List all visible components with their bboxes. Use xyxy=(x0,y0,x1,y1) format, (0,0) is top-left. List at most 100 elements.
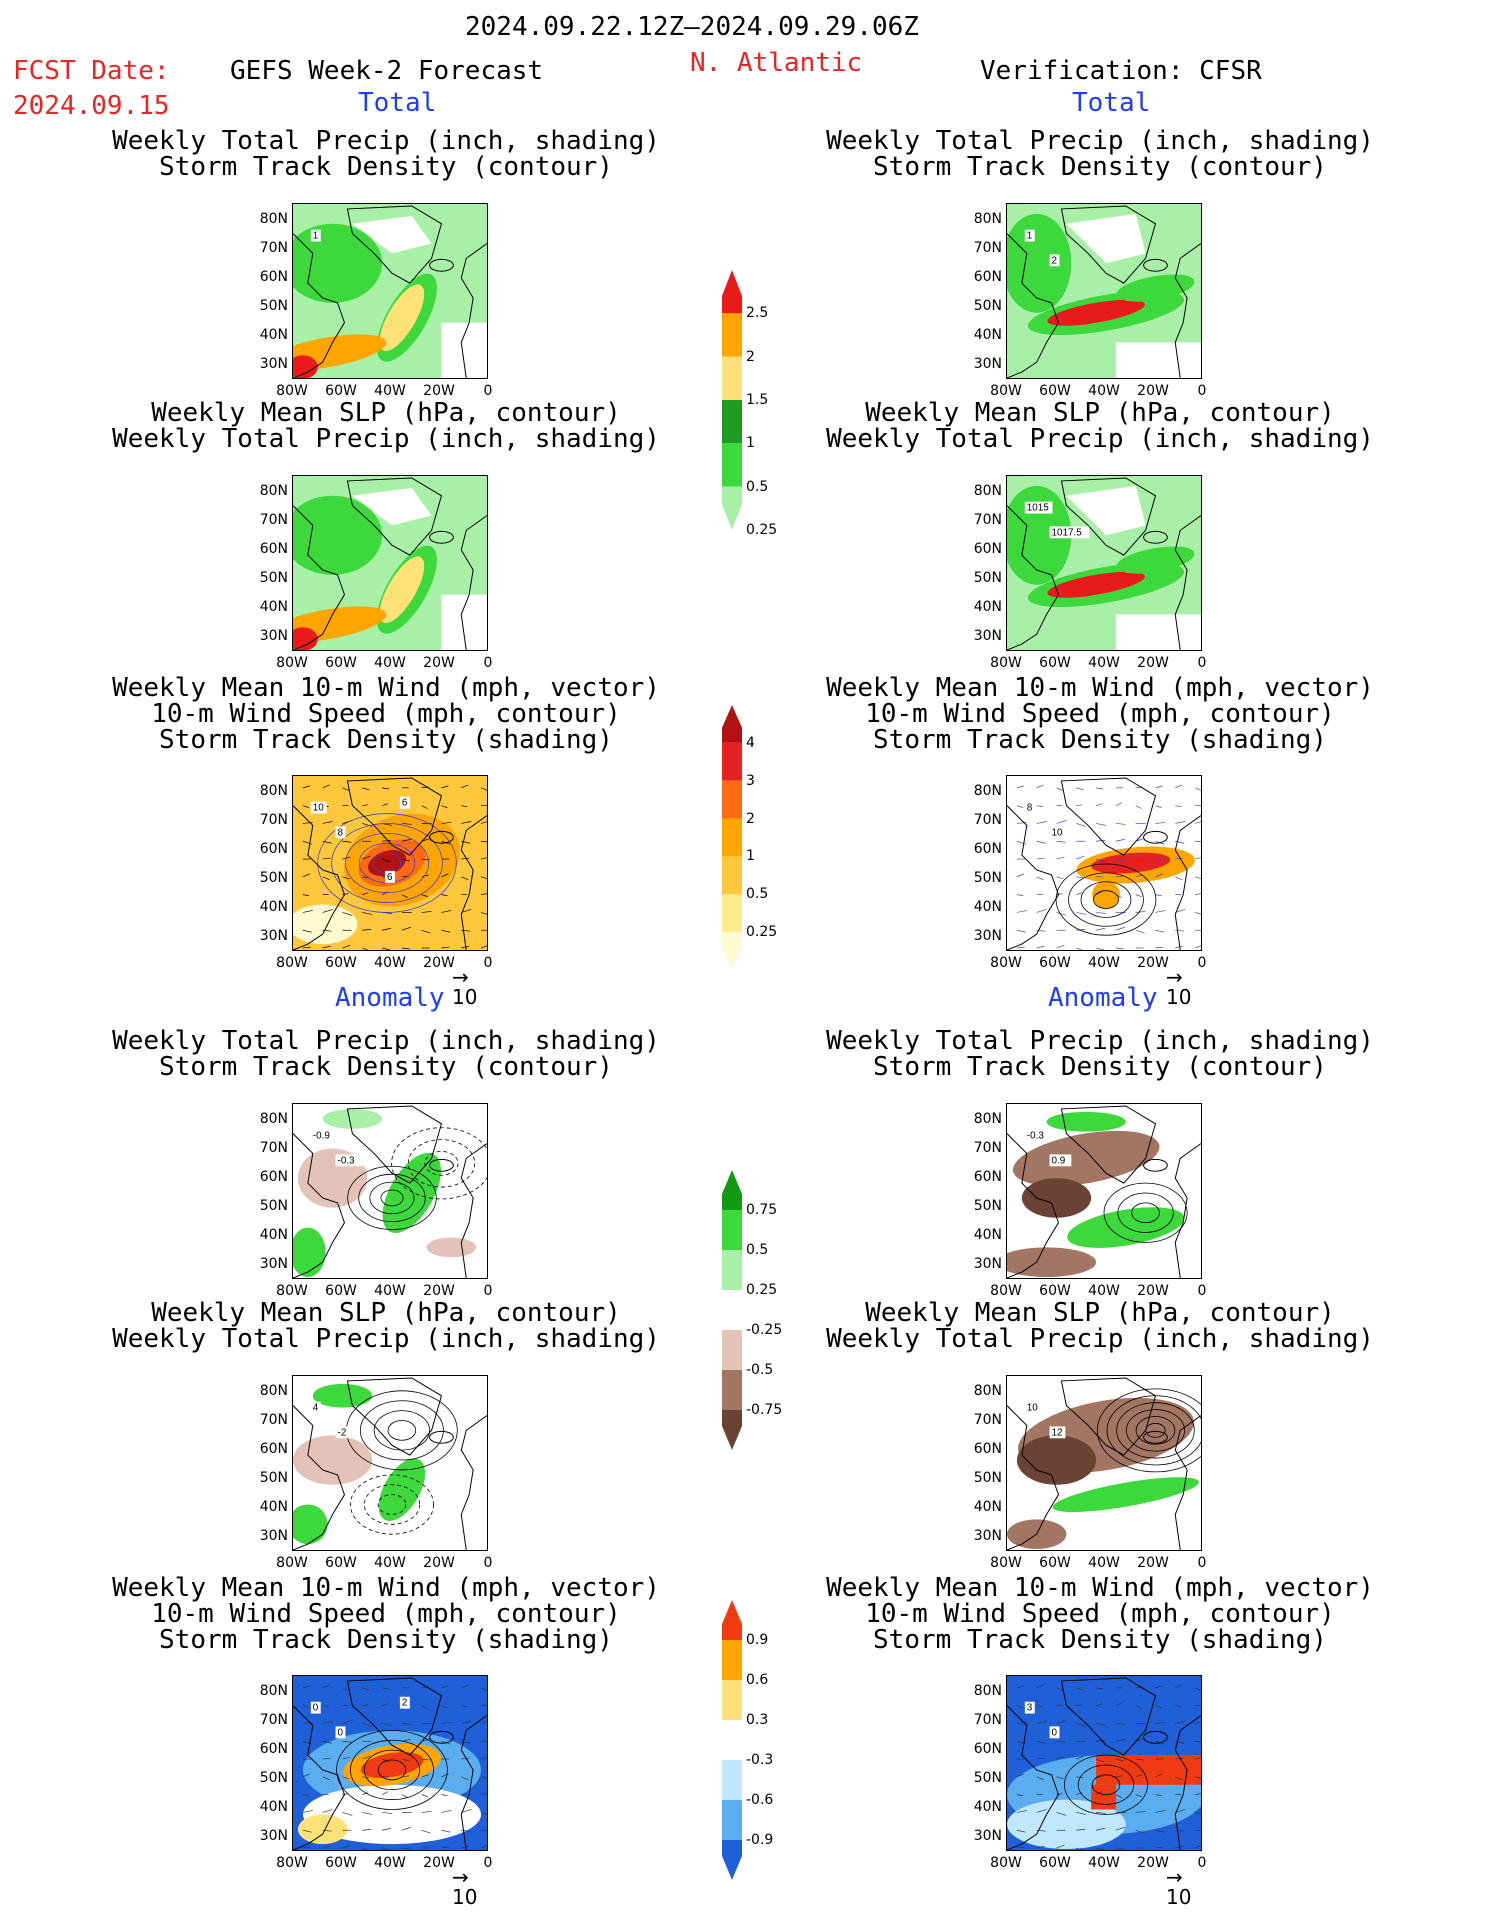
lon-tick-label: 40W xyxy=(374,1283,406,1299)
section-total-left: Total xyxy=(358,88,437,118)
lon-tick-label: 0 xyxy=(1197,383,1207,399)
colorbar-segment xyxy=(722,313,742,357)
iceland-outline xyxy=(429,830,454,844)
lat-tick-label: 50N xyxy=(973,570,1002,586)
wind-vector xyxy=(1096,1812,1107,1814)
lat-tick-label: 40N xyxy=(973,599,1002,615)
wind-vector xyxy=(461,821,472,824)
wind-vector xyxy=(302,1829,312,1833)
wind-vector xyxy=(362,1687,370,1691)
panel-title: 10-m Wind Speed (mph, contour) xyxy=(865,1599,1335,1629)
wind-vector xyxy=(302,1685,310,1689)
vector-ref-label: 10 xyxy=(452,1885,478,1909)
wind-vector xyxy=(1096,823,1107,826)
contour-label-box xyxy=(310,1401,321,1414)
wind-vector xyxy=(302,929,312,933)
panel-title: Storm Track Density (shading) xyxy=(873,1625,1327,1655)
lat-tick-label: 60N xyxy=(973,841,1002,857)
wind-vector xyxy=(401,1758,410,1762)
wind-vector xyxy=(1056,840,1066,843)
wind-vector xyxy=(362,823,373,827)
lon-tick-label: 0 xyxy=(483,655,493,671)
lat-tick-label: 60N xyxy=(259,1741,288,1757)
colorbar-label: 0.5 xyxy=(746,1242,769,1258)
wind-vector xyxy=(480,876,487,879)
lat-tick-label: 50N xyxy=(259,870,288,886)
colorbar-label: 4 xyxy=(746,734,755,751)
wind-vector xyxy=(1095,803,1103,806)
wind-vector xyxy=(1056,787,1064,792)
north-america-coast xyxy=(1007,1705,1060,1850)
wind-vector xyxy=(1036,840,1046,844)
wind-vector xyxy=(1036,1776,1044,1781)
wind-vector xyxy=(1036,945,1045,949)
wind-vector xyxy=(421,1829,431,1834)
wind-vector xyxy=(1036,876,1044,881)
wind-vector xyxy=(381,803,389,806)
wind-vector xyxy=(461,1845,470,1849)
precip-area xyxy=(1116,274,1195,302)
wind-vector xyxy=(1175,805,1182,807)
wind-vector xyxy=(480,1757,487,1760)
fcst-date-value: 2024.09.15 xyxy=(13,91,170,121)
wind-vector xyxy=(1155,822,1166,824)
contour-label: 10 xyxy=(1052,827,1063,838)
track-anom-contour xyxy=(424,1151,459,1176)
wind-vector xyxy=(1095,1703,1103,1706)
wind-vector xyxy=(421,911,432,913)
lat-tick-label: 30N xyxy=(259,928,288,944)
iceland-outline xyxy=(429,1430,454,1444)
contour-label-box xyxy=(1049,254,1060,267)
wind-vector xyxy=(322,1757,331,1760)
wind-vector xyxy=(1175,1757,1184,1760)
wind-vector xyxy=(322,1776,330,1781)
panel-title: Weekly Mean SLP (hPa, contour) xyxy=(151,1298,621,1328)
wind-vector xyxy=(1076,804,1083,807)
wind-vector xyxy=(1135,874,1143,878)
wind-vector xyxy=(461,1776,469,1781)
lat-tick-label: 70N xyxy=(973,1712,1002,1728)
track-anom-contour xyxy=(369,1181,415,1215)
wind-vector xyxy=(1135,1705,1142,1709)
wind-vector xyxy=(1016,805,1023,808)
track-area xyxy=(1091,852,1171,874)
wind-vector xyxy=(342,944,351,949)
lon-tick-label: 0 xyxy=(1197,1855,1207,1871)
iceland-outline xyxy=(1143,530,1168,544)
lon-tick-label: 40W xyxy=(1088,655,1120,671)
wind-vector xyxy=(1194,1687,1201,1691)
map-canvas: 4 -2 xyxy=(293,1376,487,1550)
precip-area xyxy=(293,495,383,575)
lat-tick-label: 80N xyxy=(973,211,1002,227)
lon-tick-label: 80W xyxy=(990,1855,1022,1871)
colorbar-precip_total xyxy=(722,270,742,530)
wind-vector xyxy=(1056,1776,1064,1780)
contour-label-box xyxy=(1024,1129,1053,1142)
wind-vector xyxy=(480,912,487,915)
wind-vector xyxy=(382,787,390,790)
wind-vector xyxy=(1096,927,1106,931)
contour-label: 2 xyxy=(402,1698,408,1709)
lat-tick-label: 70N xyxy=(259,1712,288,1728)
wind-anom-contour xyxy=(363,1749,421,1791)
panel-title: Weekly Total Precip (inch, shading) xyxy=(112,1026,660,1056)
map-panel-ver-slp-precip-total: 1015 1017.5 xyxy=(1006,475,1202,651)
colorbar-segment xyxy=(722,1840,742,1880)
wind-vector xyxy=(362,892,369,895)
colorbar-segment xyxy=(722,1250,742,1290)
wind-vector xyxy=(1056,1844,1065,1849)
panel-title: Weekly Total Precip (inch, shading) xyxy=(826,126,1374,156)
lat-tick-label: 60N xyxy=(973,269,1002,285)
wind-vector xyxy=(1194,787,1201,791)
wind-vector xyxy=(1115,926,1125,931)
wind-vector xyxy=(1096,787,1104,790)
wind-vector xyxy=(1115,838,1125,842)
slp-anom-contour xyxy=(1096,1388,1201,1473)
wind-vector xyxy=(461,857,470,860)
panel-title: Storm Track Density (contour) xyxy=(159,152,613,182)
wind-vector xyxy=(1076,1723,1087,1727)
iceland-outline xyxy=(1143,1158,1168,1172)
north-america-coast xyxy=(293,1133,346,1278)
model-title: GEFS Week-2 Forecast xyxy=(230,56,544,86)
colorbar-segment xyxy=(722,1170,742,1210)
